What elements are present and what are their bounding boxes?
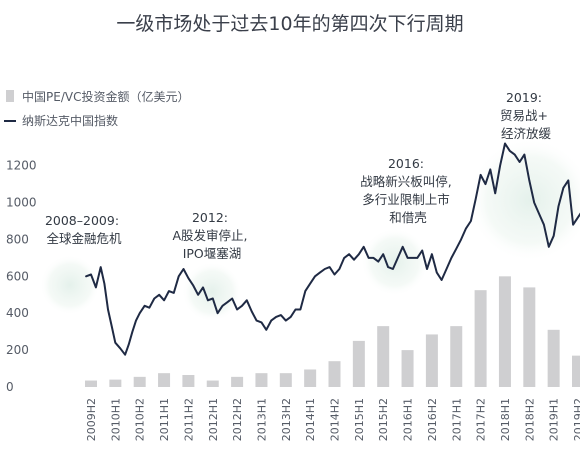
bar-2016H2 [425,334,438,387]
x-tick-label-2010H2: 2010H2 [134,398,147,441]
chart-title: 一级市场处于过去10年的第四次下行周期 [116,13,463,35]
bar-2018H2 [523,287,536,387]
annotation-2019-line-3: 经济放缓 [501,126,552,141]
bar-2014H1 [304,369,317,387]
bar-2010H2 [133,376,146,387]
x-tick-label-2012H2: 2012H2 [231,398,244,441]
legend-bar-label: 中国PE/VC投资金额（亿美元） [22,89,189,104]
glow-2009 [40,255,100,315]
highlight-glows [40,138,580,322]
x-tick-label-2017H1: 2017H1 [450,398,463,441]
x-tick-label-2016H1: 2016H1 [402,398,415,441]
glow-2019 [468,138,580,262]
bar-2019H1 [547,329,560,387]
x-tick-label-2019H1: 2019H1 [548,398,561,441]
annotation-2016-line-4: 和借壳 [389,210,427,225]
bar-2010H1 [109,379,122,387]
legend-line-label: 纳斯达克中国指数 [22,113,118,128]
y-tick-label-400: 400 [6,306,29,320]
bar-2011H1 [158,373,171,387]
line-series [85,142,580,356]
bar-2019H2 [572,355,580,387]
x-axis-ticks: 2009H2 2010H1 2010H2 2011H1 2011H2 2012H1 2012… [85,398,580,441]
bar-2017H1 [450,326,463,387]
annotation-2016-line-2: 战略新兴板叫停, [360,174,451,189]
x-tick-label-2018H2: 2018H2 [523,398,536,441]
y-tick-label-200: 200 [6,343,29,357]
bar-2015H2 [377,326,390,387]
nasdaq-china-index-line [85,142,580,356]
bar-2012H2 [231,376,244,387]
glow-2012 [182,262,242,322]
x-tick-label-2016H2: 2016H2 [426,398,439,441]
bar-2013H2 [279,373,292,387]
legend: 中国PE/VC投资金额（亿美元） 纳斯达克中国指数 [4,89,189,128]
annotation-2008-2009-line-2: 全球金融危机 [46,231,122,246]
bar-2011H2 [182,375,195,387]
annotation-2019-line-1: 2019: [506,90,542,105]
x-tick-label-2015H1: 2015H1 [353,398,366,441]
y-tick-label-800: 800 [6,232,29,246]
x-tick-label-2019H2: 2019H2 [572,398,580,441]
annotation-2008-2009-line-1: 2008–2009: [45,213,119,228]
annotation-2012: 2012: A股发审停止, IPO堰塞湖 [172,210,251,261]
x-tick-label-2011H1: 2011H1 [158,398,171,441]
x-tick-label-2011H2: 2011H2 [182,398,195,441]
x-tick-label-2013H1: 2013H1 [255,398,268,441]
bar-2015H1 [352,340,365,387]
x-tick-label-2018H1: 2018H1 [499,398,512,441]
legend-bar-swatch [6,90,14,102]
x-tick-label-2017H2: 2017H2 [475,398,488,441]
annotation-2016-line-1: 2016: [388,156,424,171]
x-tick-label-2009H2: 2009H2 [85,398,98,441]
x-tick-label-2015H2: 2015H2 [377,398,390,441]
annotation-2008-2009: 2008–2009: 全球金融危机 [45,213,123,246]
x-tick-label-2013H2: 2013H2 [280,398,293,441]
x-tick-label-2010H1: 2010H1 [109,398,122,441]
x-tick-label-2012H1: 2012H1 [207,398,220,441]
bar-series [85,276,580,387]
bar-2013H1 [255,373,268,387]
bar-2009H2 [85,380,97,387]
annotation-2019: 2019: 贸易战+ 经济放缓 [500,90,552,141]
annotation-2012-line-2: A股发审停止, [172,228,247,243]
annotation-2016: 2016: 战略新兴板叫停, 多行业限制上市 和借壳 [360,156,455,225]
y-tick-label-600: 600 [6,269,29,283]
bar-2017H2 [474,290,487,387]
y-tick-label-1000: 1000 [6,196,37,210]
x-tick-label-2014H1: 2014H1 [304,398,317,441]
bar-2016H1 [401,350,414,387]
annotation-2012-line-3: IPO堰塞湖 [183,246,242,261]
annotation-2019-line-2: 贸易战+ [500,108,548,123]
y-tick-label-1200: 1200 [6,159,37,173]
x-tick-label-2014H2: 2014H2 [329,398,342,441]
annotation-2012-line-1: 2012: [192,210,228,225]
bar-2014H2 [328,361,341,387]
bar-2018H1 [498,276,511,387]
y-tick-label-0: 0 [6,380,14,394]
annotation-2016-line-3: 多行业限制上市 [362,192,450,207]
bar-2012H1 [206,380,219,387]
y-axis-ticks: 0 200 400 600 800 1000 1200 [6,159,37,394]
